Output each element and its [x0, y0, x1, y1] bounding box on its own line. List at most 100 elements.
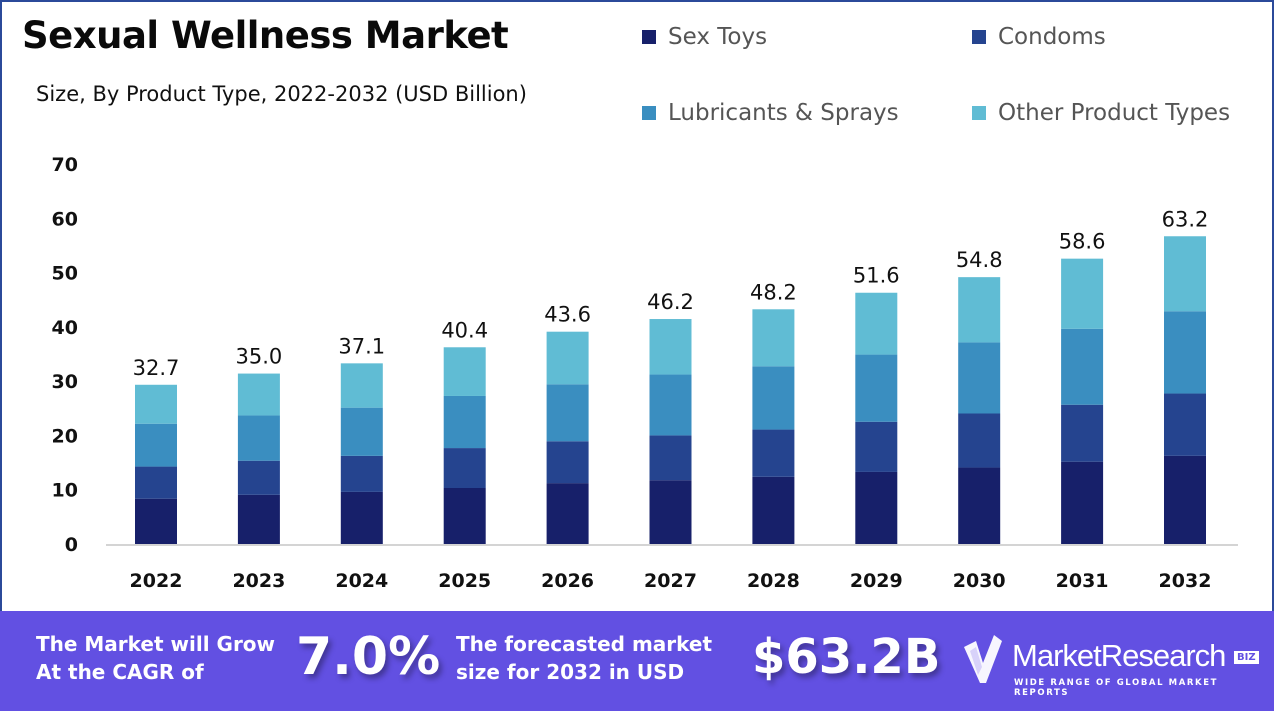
- forecast-text-line1: The forecasted market: [456, 632, 713, 656]
- data-labels: 32.7 35.0 37.1 40.4 43.6 46.2 48.2 51.6 54.8 58.6…: [133, 207, 1209, 380]
- bar-segment-other-product-types: [958, 277, 1001, 343]
- total-data-label: 51.6: [853, 264, 900, 288]
- footer-banner: The Market will Grow At the CAGR of 7.0%…: [0, 611, 1274, 711]
- bar-segment-other-product-types: [1164, 236, 1206, 312]
- x-tick-label: 2032: [1159, 570, 1212, 592]
- bar-segment-sex-toys: [340, 491, 383, 544]
- bar-segment-other-product-types: [1061, 258, 1104, 329]
- total-data-label: 63.2: [1162, 207, 1209, 231]
- legend-item-lubricants-sprays: Lubricants & Sprays: [642, 100, 899, 126]
- bar-segment-condoms: [752, 429, 795, 477]
- bar-segment-condoms: [1164, 393, 1206, 456]
- legend-swatch: [972, 106, 986, 120]
- bar-segment-sex-toys: [546, 483, 589, 544]
- x-tick-label: 2024: [335, 570, 388, 592]
- bar-segment-lubricants-sprays: [752, 366, 795, 430]
- brand-name: MarketResearch: [1012, 638, 1226, 673]
- bar-segment-other-product-types: [752, 309, 795, 367]
- legend-label: Sex Toys: [668, 24, 768, 50]
- total-data-label: 37.1: [338, 334, 385, 358]
- x-tick-label: 2026: [541, 570, 594, 592]
- legend-swatch: [642, 30, 656, 44]
- total-data-label: 43.6: [544, 303, 591, 327]
- bar-segment-lubricants-sprays: [546, 384, 589, 442]
- legend-label: Lubricants & Sprays: [668, 100, 899, 126]
- y-tick-label: 20: [52, 425, 78, 447]
- x-tick-label: 2025: [438, 570, 491, 592]
- bar-segment-lubricants-sprays: [855, 354, 898, 422]
- total-data-label: 58.6: [1059, 230, 1106, 254]
- x-tick-label: 2028: [747, 570, 800, 592]
- legend-swatch: [972, 30, 986, 44]
- cagr-text-line1: The Market will Grow: [36, 632, 276, 656]
- y-tick-label: 0: [65, 534, 78, 556]
- legend-label: Other Product Types: [998, 100, 1231, 126]
- y-tick-label: 30: [52, 371, 78, 393]
- bar-segment-other-product-types: [237, 373, 280, 416]
- bar-segment-condoms: [958, 413, 1001, 468]
- bar-segment-lubricants-sprays: [649, 374, 692, 436]
- total-data-label: 35.0: [236, 345, 283, 369]
- bar-segment-sex-toys: [649, 480, 692, 544]
- y-tick-label: 70: [52, 154, 78, 176]
- x-tick-label: 2031: [1056, 570, 1109, 592]
- brand-logo-icon: [964, 635, 1002, 683]
- bar-segment-condoms: [649, 435, 692, 481]
- x-tick-label: 2030: [953, 570, 1006, 592]
- legend-label: Condoms: [998, 24, 1106, 50]
- cagr-text: The Market will Grow At the CAGR of: [36, 630, 275, 686]
- bar-segment-sex-toys: [1061, 461, 1104, 544]
- bar-segment-lubricants-sprays: [237, 415, 280, 461]
- chart-subtitle: Size, By Product Type, 2022-2032 (USD Bi…: [36, 82, 527, 106]
- y-tick-label: 60: [52, 208, 78, 230]
- forecast-text-line2: size for 2032 in USD: [456, 660, 685, 684]
- x-tick-label: 2027: [644, 570, 697, 592]
- bar-segment-other-product-types: [135, 384, 177, 424]
- forecast-value: $63.2B: [752, 629, 941, 685]
- y-tick-label: 50: [52, 263, 78, 285]
- bar-segment-condoms: [443, 448, 486, 489]
- x-tick-label: 2029: [850, 570, 903, 592]
- bar-segment-condoms: [855, 421, 898, 472]
- bar-segment-lubricants-sprays: [340, 407, 383, 456]
- chart-title: Sexual Wellness Market: [22, 14, 509, 57]
- bar-segment-sex-toys: [237, 494, 280, 544]
- bar-segment-other-product-types: [546, 331, 589, 385]
- legend-item-sex-toys: Sex Toys: [642, 24, 767, 50]
- legend-item-condoms: Condoms: [972, 24, 1106, 50]
- bar-segment-lubricants-sprays: [443, 395, 486, 449]
- y-tick-label: 40: [52, 317, 78, 339]
- bar-segment-sex-toys: [443, 488, 486, 544]
- bar-segment-other-product-types: [443, 347, 486, 396]
- bar-segment-lubricants-sprays: [958, 342, 1001, 414]
- x-tick-label: 2022: [130, 570, 183, 592]
- bar-segment-lubricants-sprays: [1164, 311, 1206, 394]
- cagr-value: 7.0%: [296, 627, 441, 687]
- bar-segment-sex-toys: [958, 467, 1001, 544]
- bars: [135, 236, 1206, 544]
- brand-badge: BIZ: [1234, 651, 1259, 664]
- bar-segment-lubricants-sprays: [135, 423, 177, 467]
- legend-swatch: [642, 106, 656, 120]
- bar-segment-condoms: [546, 441, 589, 484]
- bar-segment-sex-toys: [855, 471, 898, 544]
- x-axis-ticks: 2022 2023 2024 2025 2026 2027 2028 2029 2030 2031…: [130, 570, 1212, 592]
- bar-segment-condoms: [237, 460, 280, 495]
- cagr-text-line2: At the CAGR of: [36, 660, 204, 684]
- total-data-label: 46.2: [647, 290, 694, 314]
- bar-segment-lubricants-sprays: [1061, 328, 1104, 405]
- total-data-label: 54.8: [956, 248, 1003, 272]
- bar-segment-condoms: [340, 455, 383, 492]
- bar-segment-other-product-types: [649, 319, 692, 375]
- y-axis-ticks: 0 10 20 30 40 50 60 70: [52, 154, 78, 556]
- total-data-label: 32.7: [133, 356, 180, 380]
- x-tick-label: 2023: [232, 570, 285, 592]
- bar-segment-other-product-types: [855, 292, 898, 355]
- brand-tagline: WIDE RANGE OF GLOBAL MARKET REPORTS: [1014, 678, 1219, 698]
- bar-segment-condoms: [135, 466, 177, 499]
- bar-segment-condoms: [1061, 404, 1104, 462]
- y-tick-label: 10: [52, 480, 78, 502]
- bar-segment-sex-toys: [1164, 455, 1206, 544]
- bar-segment-other-product-types: [340, 363, 383, 408]
